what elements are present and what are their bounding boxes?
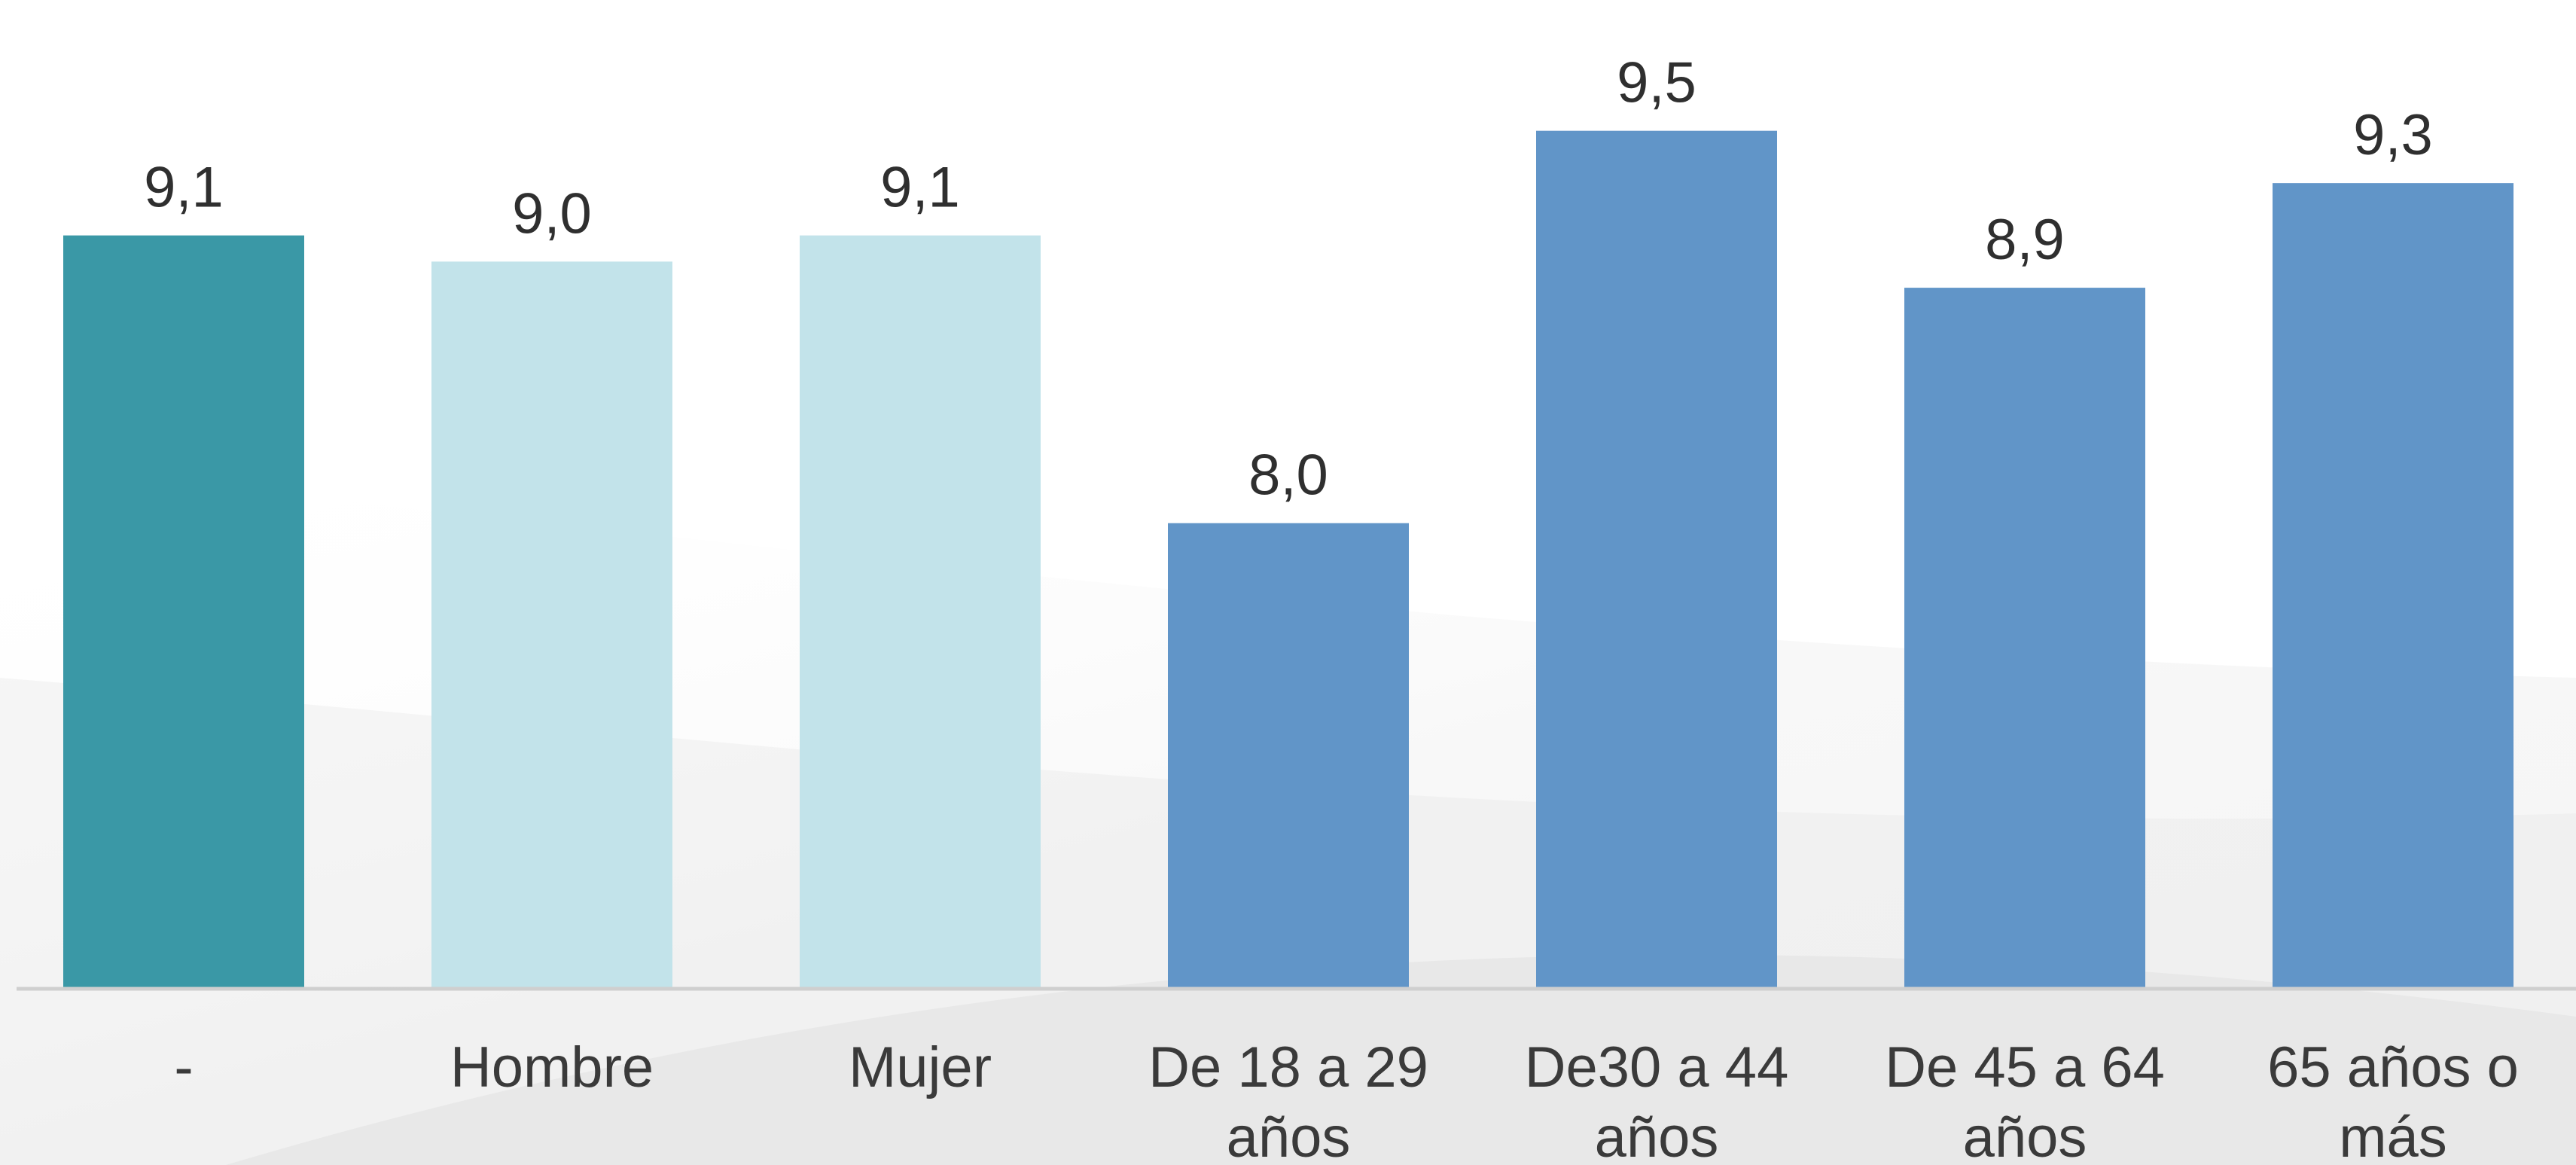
x-tick-label-4: De 18 a 29 años	[1148, 1035, 1428, 1165]
value-label-5: 9,5	[1617, 51, 1697, 115]
bar-1	[63, 235, 304, 990]
value-label-2: 9,0	[512, 181, 592, 246]
x-tick-label-7: 65 años o más	[2267, 1035, 2519, 1165]
bar-5	[1536, 130, 1777, 989]
x-tick-label-3: Mujer	[849, 1035, 992, 1099]
x-tick-labels: - Hombre Mujer De 18 a 29 años De30 a 44 años D…	[174, 1035, 2519, 1165]
x-tick-label-6: De 45 a 64 años	[1885, 1035, 2165, 1165]
x-tick-label-1: -	[174, 1035, 193, 1099]
value-label-7: 9,3	[2353, 103, 2433, 167]
bar-3	[800, 235, 1041, 990]
bar-6	[1904, 288, 2145, 989]
bar-4	[1168, 523, 1409, 989]
value-labels: 9,1 9,0 9,1 8,0 9,5 8,9 9,3	[144, 51, 2433, 508]
value-label-3: 9,1	[880, 156, 960, 220]
bars	[63, 130, 2514, 990]
bar-7	[2273, 183, 2514, 989]
x-tick-label-5: De30 a 44 años	[1525, 1035, 1789, 1165]
x-tick-label-2: Hombre	[450, 1035, 654, 1099]
value-label-4: 8,0	[1248, 444, 1328, 508]
bar-2	[431, 261, 672, 989]
value-label-6: 8,9	[1985, 208, 2065, 272]
value-label-1: 9,1	[144, 156, 224, 220]
